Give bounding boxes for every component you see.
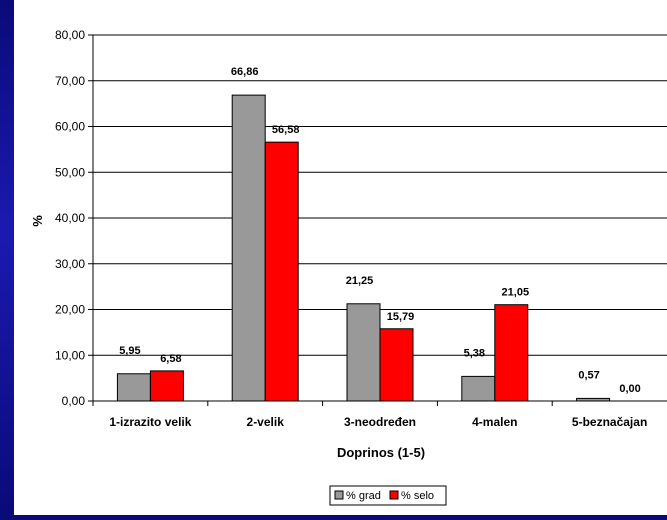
- bar-selo: [494, 304, 529, 402]
- bar-chart: 5,95 6,58 66,86 56,58 21,25 15,79 5,38 21,05 0,5…: [30, 28, 667, 506]
- x-tick-label: 1-izrazito velik: [109, 415, 191, 429]
- y-tick-label: 80,00: [55, 28, 85, 42]
- x-tick-label: 3-neodređen: [344, 415, 416, 429]
- data-label: 56,58: [272, 124, 300, 136]
- bar-selo: [379, 328, 414, 402]
- slide-background-edge: [0, 0, 14, 515]
- grid-layer: [93, 34, 667, 402]
- x-tick-label: 4-malen: [472, 415, 517, 429]
- y-tick-label: 10,00: [55, 348, 85, 362]
- legend-swatch-grad: [334, 490, 344, 500]
- y-tick-label: 50,00: [55, 165, 85, 179]
- bar-grad: [346, 303, 381, 402]
- data-label: 0,57: [578, 369, 599, 381]
- bar-selo: [149, 370, 184, 402]
- data-label: 66,86: [231, 66, 259, 78]
- y-tick-label: 60,00: [55, 120, 85, 134]
- data-label: 0,00: [619, 383, 640, 395]
- data-label: 15,79: [387, 311, 415, 323]
- bars-layer: [116, 94, 611, 402]
- y-tick-label: 20,00: [55, 303, 85, 317]
- legend: % grad % selo: [329, 485, 447, 506]
- labels-layer: 5,95 6,58 66,86 56,58 21,25 15,79 5,38 21,05 0,5…: [119, 66, 641, 395]
- y-tick-label: 0,00: [62, 394, 86, 408]
- bar-grad: [116, 373, 151, 402]
- data-label: 21,05: [502, 287, 530, 299]
- y-tick-label: 30,00: [55, 257, 85, 271]
- x-tick-label: 2-velik: [247, 415, 285, 429]
- data-label: 6,58: [160, 353, 181, 365]
- y-tick-label: 40,00: [55, 211, 85, 225]
- data-label: 21,25: [346, 275, 374, 287]
- chart-panel: 5,95 6,58 66,86 56,58 21,25 15,79 5,38 21,05 0,5…: [14, 0, 667, 515]
- legend-label-grad: % grad: [346, 490, 381, 502]
- bar-selo: [264, 141, 299, 402]
- y-axis-title: %: [30, 215, 45, 227]
- x-axis-title: Doprinos (1-5): [337, 445, 425, 460]
- bar-grad: [231, 94, 266, 402]
- data-label: 5,95: [119, 345, 140, 357]
- legend-swatch-selo: [389, 490, 399, 500]
- bar-grad: [461, 375, 496, 402]
- legend-label-selo: % selo: [401, 490, 434, 502]
- y-tick-label: 70,00: [55, 74, 85, 88]
- axes-layer: 0,00 10,00 20,00 30,00 40,00 50,00 60,00 70,00 8…: [55, 28, 667, 429]
- legend-box: [329, 485, 447, 506]
- x-tick-label: 5-beznačajan: [572, 415, 647, 429]
- data-label: 5,38: [464, 347, 485, 359]
